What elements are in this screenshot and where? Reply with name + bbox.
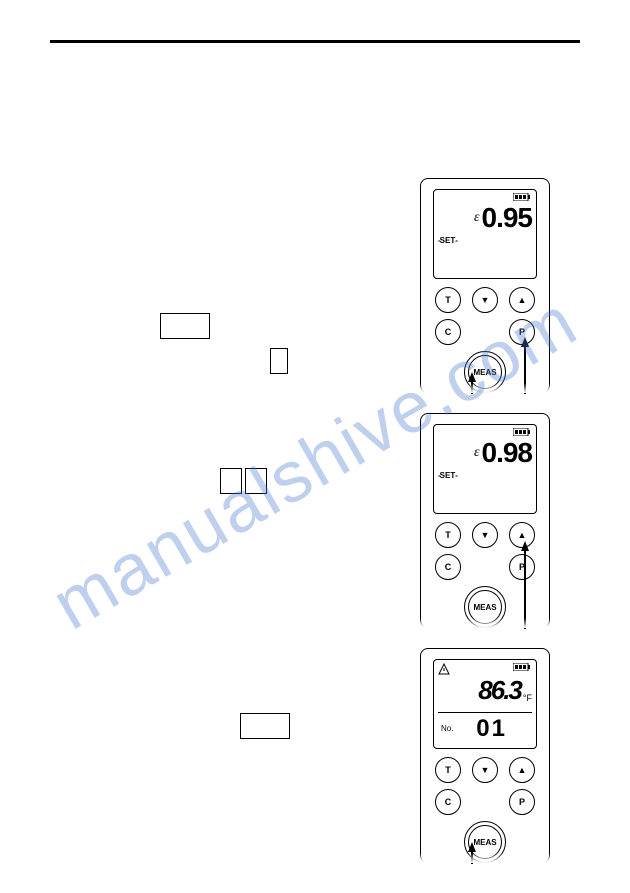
arrow-indicator (467, 372, 477, 394)
text-box (220, 468, 242, 494)
c-button[interactable]: C (435, 554, 461, 580)
device-illustration-2: ε 0.98 -SET- T ▼ ▲ C P MEAS (420, 413, 550, 628)
set-indicator: -SET- (438, 471, 457, 480)
text-box (270, 348, 288, 374)
arrow-indicator (467, 842, 477, 864)
lcd-line2-row: No. 01 (438, 712, 532, 742)
lcd-reading-row: ε 0.98 (438, 437, 532, 469)
t-button[interactable]: T (435, 287, 461, 313)
no-label: No. (441, 724, 453, 733)
t-button[interactable]: T (435, 522, 461, 548)
device-illustration-1: ε 0.95 -SET- T ▼ ▲ C P MEAS (420, 178, 550, 393)
battery-icon (513, 663, 531, 671)
battery-icon (513, 193, 531, 201)
lcd-screen: ε 0.95 -SET- (433, 189, 537, 279)
up-button[interactable]: ▲ (509, 287, 535, 313)
text-box (160, 313, 210, 339)
up-button[interactable]: ▲ (509, 757, 535, 783)
down-button[interactable]: ▼ (472, 522, 498, 548)
lcd-screen: 86.3 °F No. 01 (433, 659, 537, 749)
no-value: 01 (476, 715, 507, 743)
set-indicator: -SET- (438, 236, 457, 245)
lcd-reading-row: ε 0.95 (438, 202, 532, 234)
t-button[interactable]: T (435, 757, 461, 783)
reading-value: 0.95 (482, 202, 533, 234)
arrow-indicator (520, 337, 530, 394)
lcd-reading-row: 86.3 °F (438, 674, 532, 706)
page-root: manualshive.com ε 0.95 -SET- T (0, 0, 630, 893)
down-button[interactable]: ▼ (472, 287, 498, 313)
button-panel: T ▼ ▲ C P MEAS (435, 757, 535, 863)
epsilon-symbol: ε (474, 445, 480, 461)
header-divider (50, 40, 580, 43)
text-box (245, 468, 267, 494)
p-button[interactable]: P (509, 789, 535, 815)
c-button[interactable]: C (435, 789, 461, 815)
arrow-indicator (520, 541, 530, 629)
temp-value: 86.3 (478, 675, 521, 706)
device-illustration-3: 86.3 °F No. 01 T ▼ ▲ C P (420, 648, 550, 863)
down-button[interactable]: ▼ (472, 757, 498, 783)
reading-value: 0.98 (482, 437, 533, 469)
temp-unit: °F (523, 693, 532, 703)
meas-button[interactable]: MEAS (464, 586, 506, 628)
epsilon-symbol: ε (474, 210, 480, 226)
battery-icon (513, 428, 531, 436)
text-box (240, 713, 290, 739)
content-area: manualshive.com ε 0.95 -SET- T (50, 73, 580, 853)
c-button[interactable]: C (435, 319, 461, 345)
lcd-screen: ε 0.98 -SET- (433, 424, 537, 514)
